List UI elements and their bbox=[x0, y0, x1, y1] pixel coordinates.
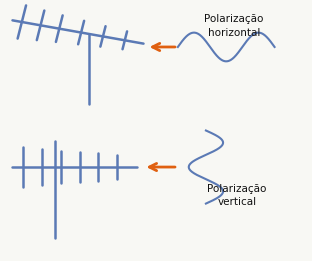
Text: Polarização
horizontal: Polarização horizontal bbox=[204, 14, 264, 38]
Text: Polarização
vertical: Polarização vertical bbox=[207, 184, 267, 207]
